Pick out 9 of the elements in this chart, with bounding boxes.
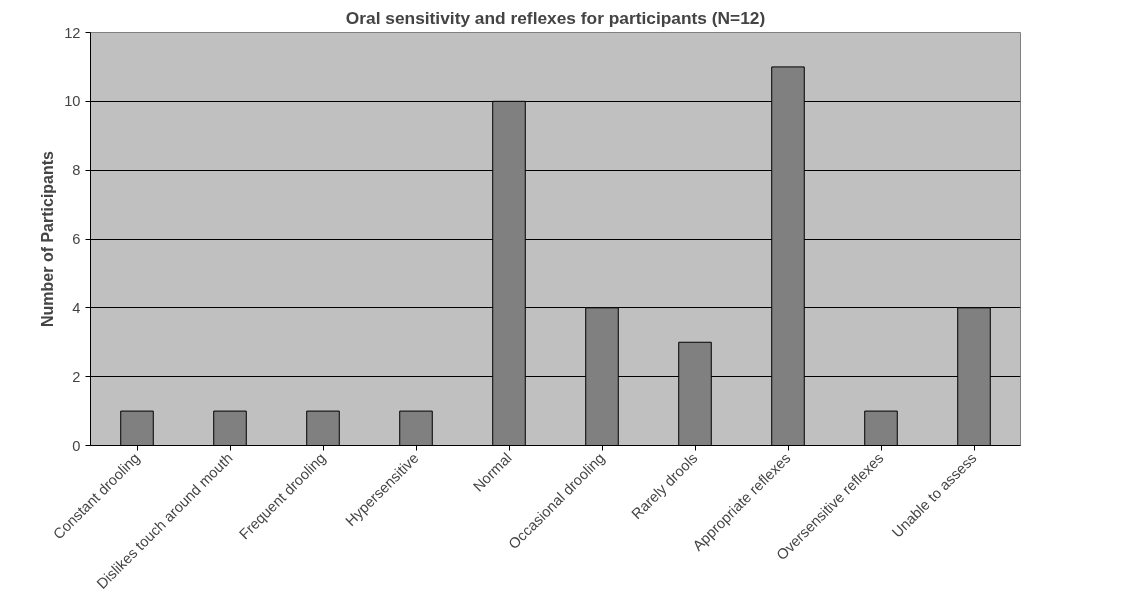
y-tick-label: 4 [72,299,81,316]
y-tick-label: 6 [72,231,81,247]
y-tick-label: 8 [72,162,81,179]
y-tick-label: 12 [64,24,81,41]
y-tick-label: 0 [72,437,81,454]
y-axis-title: Number of Participants [39,150,57,328]
y-tick-label: 2 [72,368,81,385]
chart-title: Oral sensitivity and reflexes for participants (N=12) [345,7,766,28]
y-tick-label: 10 [64,93,81,110]
